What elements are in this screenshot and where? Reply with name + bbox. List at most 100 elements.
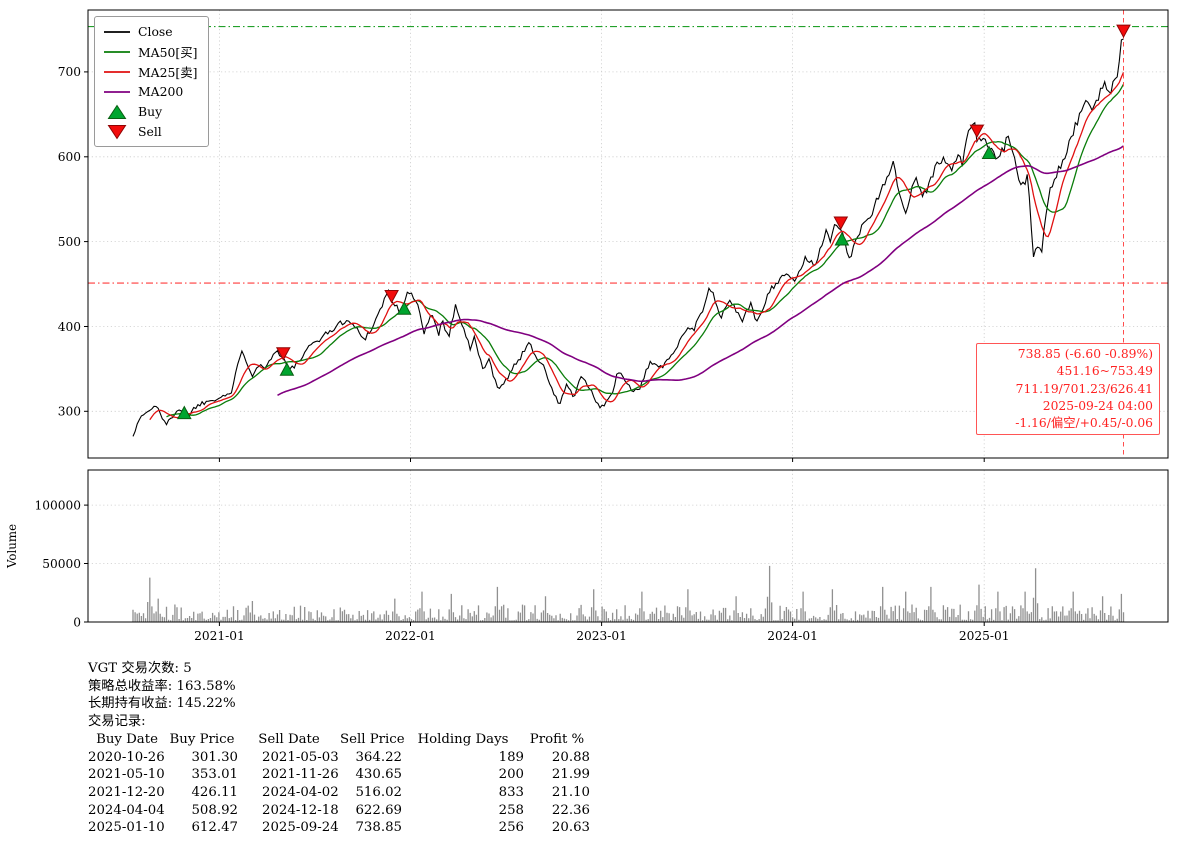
legend-item-ma25: MA25[卖] xyxy=(103,62,197,81)
buy-marker xyxy=(834,231,850,246)
trade-cell: 426.11 xyxy=(191,784,238,800)
buy-marker xyxy=(176,405,192,420)
legend-line-swatch xyxy=(104,90,130,93)
strategy-summary: VGT 交易次数: 5 策略总收益率: 163.58% 长期持有收益: 145.… xyxy=(88,660,590,837)
trades-header-cell: Holding Days xyxy=(417,731,509,747)
trade-cell: 612.47 xyxy=(191,820,238,836)
legend-label: Buy xyxy=(138,104,163,119)
volume-axis-label: Volume xyxy=(5,524,19,569)
price-ytick-label: 300 xyxy=(58,405,81,419)
legend-item-ma50: MA50[买] xyxy=(103,42,197,61)
close-line xyxy=(132,38,1124,437)
trade-row: 2020-10-26 301.30 2021-05-03 364.22 189 20.88 xyxy=(88,749,590,767)
trade-cell: 2025-09-24 xyxy=(262,820,339,836)
strategy-return-line: 策略总收益率: 163.58% xyxy=(88,678,236,694)
trades-header-cell: Buy Price xyxy=(169,731,235,747)
trade-cell: 2020-10-26 xyxy=(88,749,165,765)
gridlines xyxy=(88,10,1168,623)
trade-cell: 833 xyxy=(498,784,524,800)
sell-marker xyxy=(833,216,849,231)
xtick-label: 2021-01 xyxy=(194,629,245,643)
trade-cell: 21.10 xyxy=(551,784,590,800)
chart-legend: Close MA50[买] MA25[卖] MA200 Buy Sell xyxy=(94,16,210,147)
ma200-line xyxy=(277,145,1124,397)
annotation-line: -1.16/偏空/+0.45/-0.06 xyxy=(1015,416,1153,431)
trade-cell: 364.22 xyxy=(355,749,402,765)
price-ytick-label: 600 xyxy=(58,150,81,164)
legend-item-ma200: MA200 xyxy=(103,82,197,101)
ma50-line xyxy=(166,83,1125,418)
trade-cell: 200 xyxy=(498,767,524,783)
sell-marker xyxy=(969,124,985,139)
legend-item-buy: Buy xyxy=(103,102,197,121)
sell-triangle-icon xyxy=(107,124,127,139)
trade-cell: 508.92 xyxy=(191,802,238,818)
trades-table: Buy Date Buy Price Sell Date Sell Price Hold… xyxy=(88,731,590,837)
trade-cell: 738.85 xyxy=(355,820,402,836)
legend-line-swatch xyxy=(104,70,130,73)
sell-marker xyxy=(1116,24,1131,39)
trades-header-cell: Sell Price xyxy=(340,731,405,747)
legend-label: MA25[卖] xyxy=(138,64,198,80)
legend-line-swatch xyxy=(104,50,130,53)
legend-label: MA50[买] xyxy=(138,44,198,60)
buy-triangle-icon xyxy=(107,104,127,119)
buy-marker xyxy=(279,362,295,376)
price-ytick-label: 700 xyxy=(58,65,81,79)
trade-cell: 2024-04-02 xyxy=(262,784,339,800)
legend-label: Close xyxy=(138,24,173,39)
volume-plot-border xyxy=(87,469,1169,623)
trade-cell: 430.65 xyxy=(355,767,402,783)
trade-cell: 22.36 xyxy=(551,802,590,818)
buy-marker xyxy=(981,145,997,159)
sell-marker xyxy=(384,290,399,304)
hold-return-line: 长期持有收益: 145.22% xyxy=(88,696,236,712)
trade-cell: 2024-12-18 xyxy=(262,802,339,818)
legend-label: Sell xyxy=(138,124,162,139)
trade-cell: 2021-05-03 xyxy=(262,749,339,765)
trade-row: 2021-05-10 353.01 2021-11-26 430.65 200 21.99 xyxy=(88,766,590,784)
trade-cell: 301.30 xyxy=(191,749,238,765)
price-ytick-label: 500 xyxy=(58,235,81,249)
trades-header-cell: Sell Date xyxy=(258,731,320,747)
trade-cell: 20.63 xyxy=(551,820,590,836)
trade-cell: 258 xyxy=(498,802,524,818)
price-annotation-box: 738.85 (-6.60 -0.89%) 451.16~753.49 711.19… xyxy=(976,343,1160,436)
trades-header-cell: Profit % xyxy=(529,731,585,747)
ma25-line xyxy=(149,72,1125,421)
annotation-line: 451.16~753.49 xyxy=(1056,364,1153,379)
trade-cell: 2025-01-10 xyxy=(88,820,165,836)
xtick-label: 2022-01 xyxy=(385,629,436,643)
price-ytick-label: 400 xyxy=(58,320,81,334)
xtick-label: 2025-01 xyxy=(959,629,1010,643)
trade-cell: 2021-12-20 xyxy=(88,784,165,800)
trade-cell: 21.99 xyxy=(551,767,590,783)
trade-cell: 622.69 xyxy=(355,802,402,818)
sell-marker xyxy=(275,347,291,361)
trade-row: 2021-12-20 426.11 2024-04-02 516.02 833 21.10 xyxy=(88,784,590,802)
volume-ytick-label: 100000 xyxy=(34,498,81,512)
trade-cell: 2021-05-10 xyxy=(88,767,165,783)
trade-cell: 516.02 xyxy=(355,784,402,800)
trade-cell: 2021-11-26 xyxy=(262,767,339,783)
trades-header-row: Buy Date Buy Price Sell Date Sell Price Hold… xyxy=(88,731,590,749)
volume-ytick-label: 50000 xyxy=(42,557,81,571)
legend-item-sell: Sell xyxy=(103,122,197,141)
trade-row: 2024-04-04 508.92 2024-12-18 622.69 258 22.36 xyxy=(88,802,590,820)
xtick-label: 2024-01 xyxy=(767,629,818,643)
volume-ytick-label: 0 xyxy=(73,615,81,629)
legend-line-swatch xyxy=(104,30,130,33)
trade-row: 2025-01-10 612.47 2025-09-24 738.85 256 20.63 xyxy=(88,819,590,837)
xtick-label: 2023-01 xyxy=(576,629,627,643)
trade-cell: 256 xyxy=(498,820,524,836)
axis-ticks-labels: 300 400 500 600 700 0 50000 100000 2021-01 2022-0… xyxy=(5,65,1010,643)
volume-bars xyxy=(132,565,1125,622)
main-plot-border xyxy=(87,9,1169,459)
annotation-line: 2025-09-24 04:00 xyxy=(1042,398,1153,413)
trade-count-line: VGT 交易次数: 5 xyxy=(88,661,192,676)
legend-label: MA200 xyxy=(138,84,184,99)
trade-cell: 353.01 xyxy=(191,767,238,783)
trades-header-cell: Buy Date xyxy=(96,731,158,747)
trades-label: 交易记录: xyxy=(88,714,146,730)
